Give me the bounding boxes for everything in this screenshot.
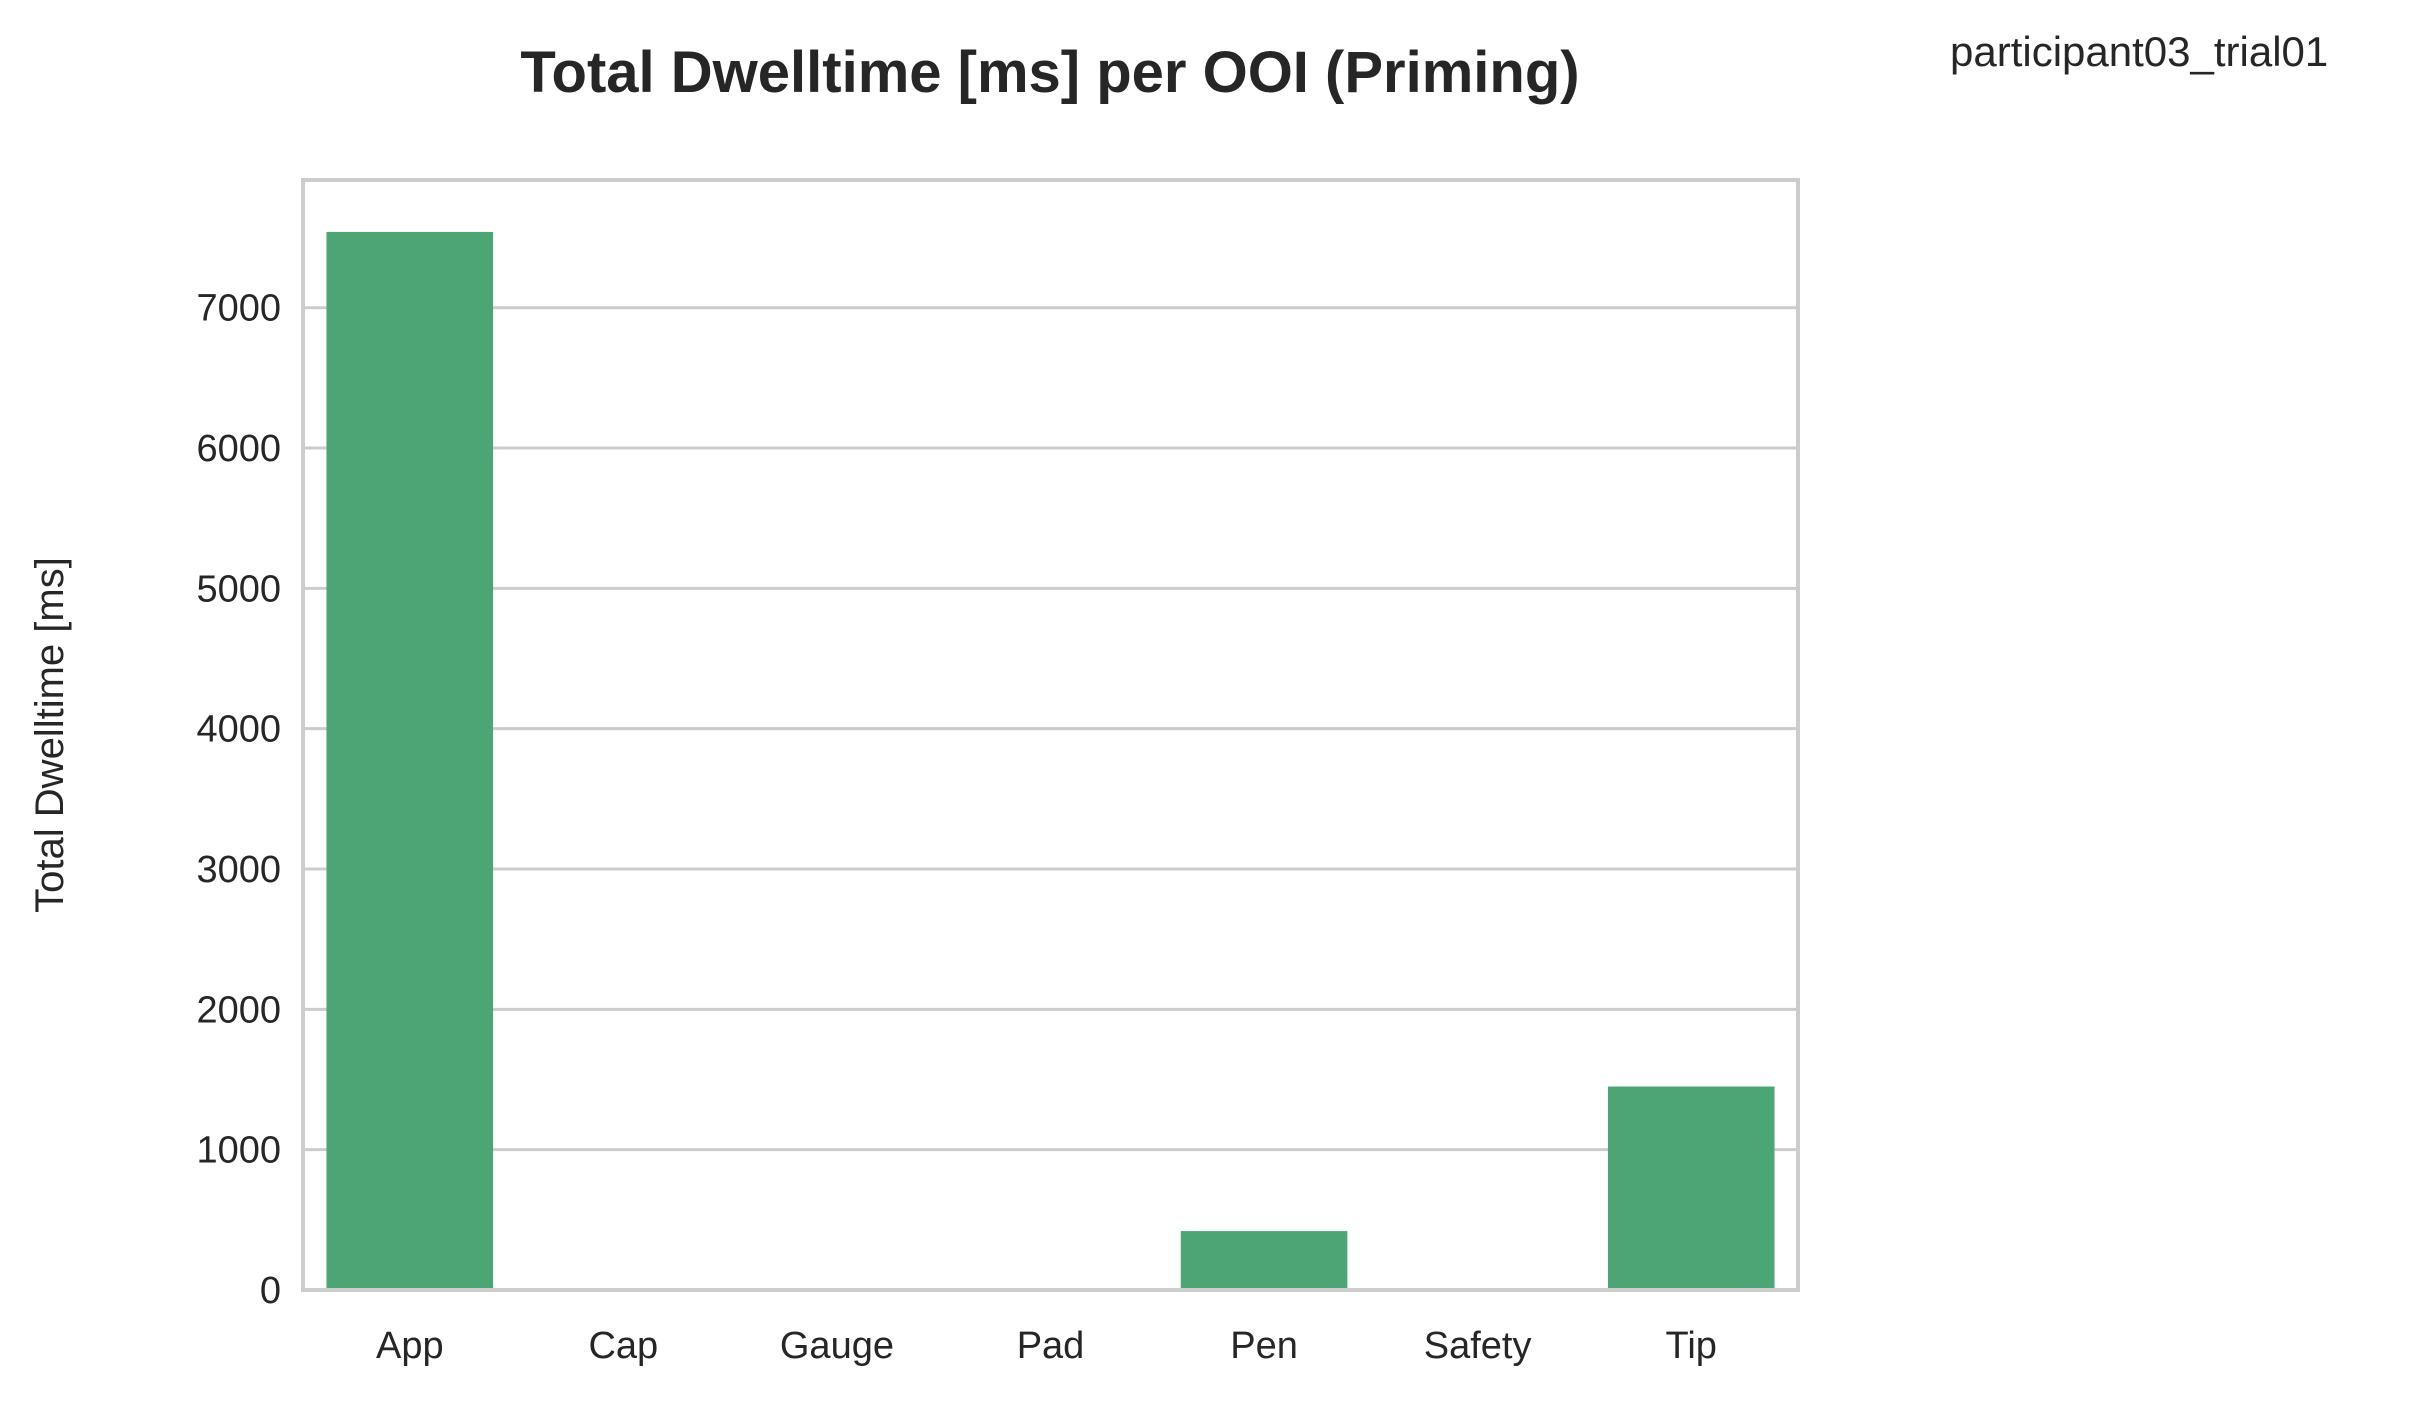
y-tick-label: 5000 <box>196 568 281 610</box>
trial-annotation: participant03_trial01 <box>1950 28 2328 75</box>
x-tick-label: Pen <box>1230 1325 1298 1367</box>
y-axis-label: Total Dwelltime [ms] <box>28 557 72 913</box>
y-tick-labels: 0 1000 2000 3000 4000 5000 6000 7000 <box>196 288 281 1312</box>
x-tick-label: App <box>376 1325 444 1367</box>
bars <box>326 231 1775 1290</box>
y-tick-label: 6000 <box>196 428 281 470</box>
x-tick-label: Cap <box>588 1325 658 1367</box>
y-tick-label: 7000 <box>196 288 281 330</box>
plot-frame <box>301 178 1800 1292</box>
y-tick-label: 3000 <box>196 849 281 891</box>
y-tick-label: 1000 <box>196 1130 281 1172</box>
bar-app <box>326 231 494 1290</box>
y-tick-label: 0 <box>260 1270 281 1312</box>
x-tick-labels: App Cap Gauge Pad Pen Safety Tip <box>376 1325 1717 1367</box>
y-tick-label: 2000 <box>196 989 281 1031</box>
x-tick-label: Pad <box>1017 1325 1085 1367</box>
x-tick-label: Tip <box>1666 1325 1717 1367</box>
chart-title: Total Dwelltime [ms] per OOI (Priming) <box>520 40 1579 105</box>
x-tick-label: Gauge <box>780 1325 894 1367</box>
bar-pen <box>1180 1231 1348 1290</box>
y-tick-label: 4000 <box>196 709 281 751</box>
bar-tip <box>1607 1086 1775 1290</box>
x-tick-label: Safety <box>1424 1325 1532 1367</box>
